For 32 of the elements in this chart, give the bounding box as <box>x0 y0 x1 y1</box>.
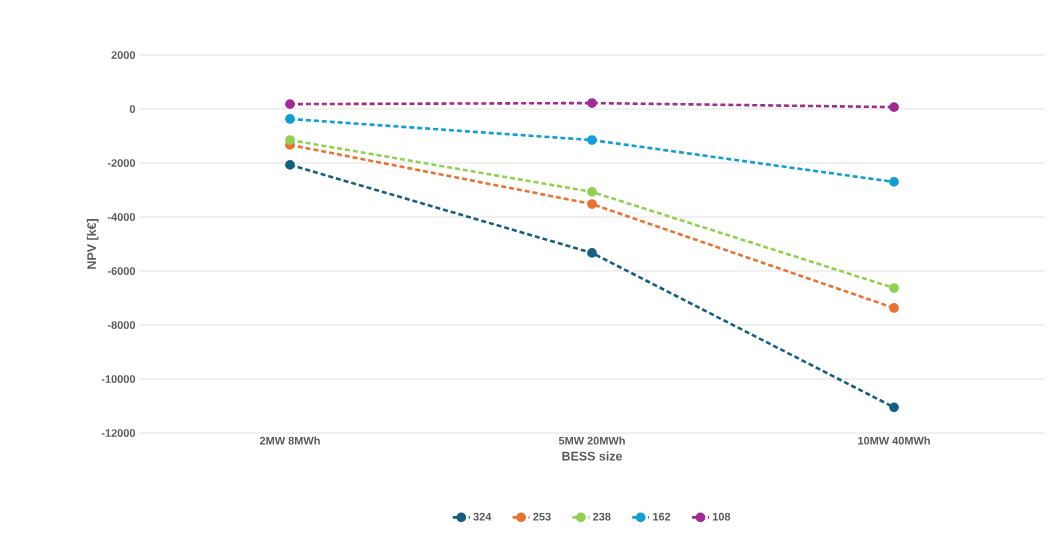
y-tick-label: -2000 <box>107 159 136 167</box>
x-tick-label: 2MW 8MWh <box>259 436 320 445</box>
point <box>889 102 899 112</box>
x-tick-label: 10MW 40MWh <box>858 436 930 445</box>
y-tick-label: -10000 <box>101 375 136 383</box>
legend-label: 238 <box>593 512 611 521</box>
legend-label: 253 <box>533 512 551 521</box>
point <box>889 303 899 313</box>
legend-label: 324 <box>473 512 492 521</box>
point <box>285 160 295 170</box>
point <box>889 283 899 293</box>
legend-label: 108 <box>712 512 731 521</box>
y-tick-label: -6000 <box>107 267 136 275</box>
point <box>285 114 295 124</box>
x-tick-label: 5MW 20MWh <box>558 436 625 445</box>
y-tick-label: -8000 <box>107 321 136 329</box>
point <box>889 402 899 413</box>
point <box>587 248 597 258</box>
point <box>285 99 295 110</box>
point <box>587 187 597 197</box>
point <box>285 135 295 145</box>
y-tick-label: -4000 <box>107 213 136 221</box>
x-axis-title: BESS size <box>562 451 623 461</box>
point <box>587 135 597 145</box>
y-tick-label: 2000 <box>111 51 136 59</box>
point <box>587 98 597 108</box>
y-axis-title: NPV [k€] <box>86 219 99 269</box>
y-tick-label: -12000 <box>101 429 136 437</box>
y-tick-label: 0 <box>129 105 136 113</box>
legend-label: 162 <box>653 512 671 521</box>
point <box>587 199 597 209</box>
point <box>889 177 899 187</box>
